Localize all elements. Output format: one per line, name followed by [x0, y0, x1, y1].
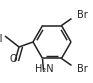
Text: O: O — [9, 54, 17, 64]
Text: Br: Br — [77, 10, 88, 20]
Text: H₂N: H₂N — [35, 64, 54, 74]
Text: Br: Br — [77, 64, 88, 74]
Text: Cl: Cl — [0, 34, 3, 44]
